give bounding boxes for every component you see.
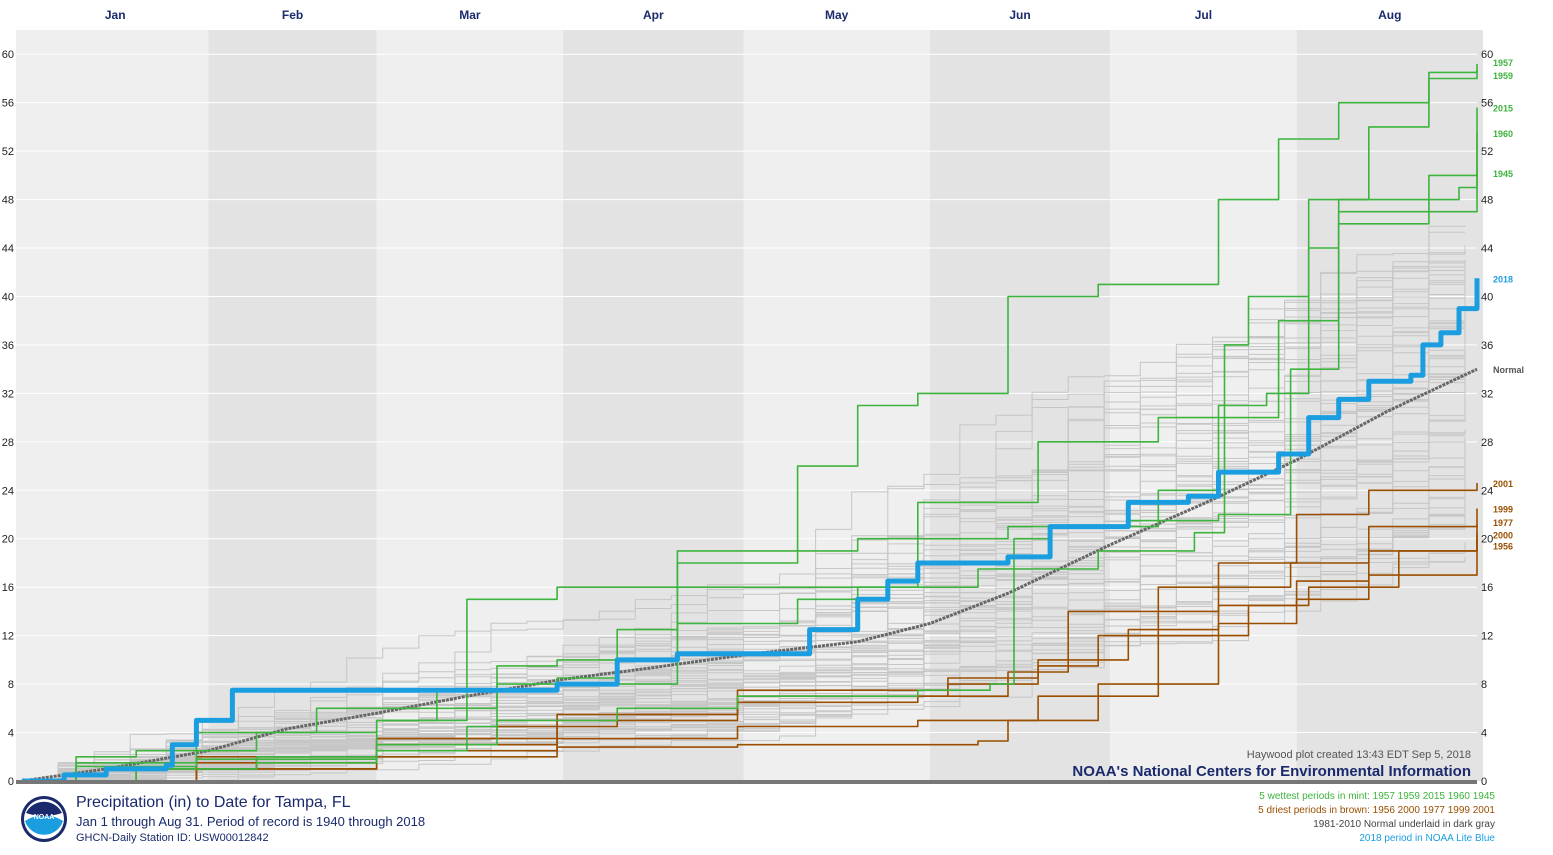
- y-tick-label: 48: [2, 195, 14, 207]
- y-tick-label: 60: [2, 49, 14, 61]
- end-label: 2000: [1493, 531, 1513, 541]
- end-label: 1956: [1493, 542, 1513, 552]
- plot-credit: Haywood plot created 13:43 EDT Sep 5, 20…: [1246, 749, 1471, 761]
- y-tick-label: 24: [1481, 485, 1493, 497]
- series-1945: [22, 172, 1478, 782]
- month-label: Jun: [1009, 8, 1030, 22]
- end-label: 1959: [1493, 71, 1513, 81]
- month-bands: [16, 30, 1484, 781]
- org-credit: NOAA's National Centers for Environmenta…: [1072, 763, 1471, 780]
- y-tick-label: 0: [1481, 776, 1487, 788]
- y-tick-label: 20: [2, 534, 14, 546]
- chart-subtitle: Jan 1 through Aug 31. Period of record i…: [76, 814, 426, 829]
- y-tick-label: 56: [1481, 98, 1493, 110]
- month-band: [208, 30, 377, 781]
- end-label: 2001: [1493, 479, 1513, 489]
- y-tick-label: 40: [2, 291, 14, 303]
- y-tick-label: 4: [1481, 728, 1487, 740]
- y-tick-label: 36: [1481, 340, 1493, 352]
- y-tick-label: 52: [1481, 146, 1493, 158]
- legend-current: 2018 period in NOAA Lite Blue: [1359, 833, 1495, 844]
- y-tick-label: 20: [1481, 534, 1493, 546]
- y-tick-label: 44: [1481, 243, 1493, 255]
- month-label: Jul: [1195, 8, 1212, 22]
- month-band: [16, 30, 209, 781]
- year-line: [22, 231, 1465, 782]
- y-tick-label: 24: [2, 485, 14, 497]
- y-tick-label: 32: [2, 388, 14, 400]
- legend-wettest: 5 wettest periods in mint: 1957 1959 201…: [1259, 791, 1495, 802]
- year-line: [22, 517, 1466, 782]
- y-tick-label: 60: [1481, 49, 1493, 61]
- precipitation-chart: Jan Feb Mar Apr May Jun Jul Aug 048121620242832…: [2, 8, 1524, 788]
- month-band: [376, 30, 564, 781]
- y-tick-label: 12: [2, 631, 14, 643]
- month-label: Aug: [1378, 8, 1401, 22]
- month-label: May: [825, 8, 849, 22]
- y-tick-label: 52: [2, 146, 14, 158]
- month-label: Feb: [282, 8, 303, 22]
- chart-title: Precipitation (in) to Date for Tampa, FL: [76, 794, 351, 811]
- legend-driest: 5 driest periods in brown: 1956 2000 197…: [1258, 805, 1495, 816]
- end-label: 1977: [1493, 518, 1513, 528]
- svg-text:NOAA: NOAA: [34, 814, 55, 821]
- month-label: Jan: [105, 8, 126, 22]
- y-tick-label: 28: [2, 437, 14, 449]
- series-2018: [22, 278, 1480, 784]
- end-label: 1945: [1493, 169, 1513, 179]
- y-tick-label: 16: [1481, 582, 1493, 594]
- y-tick-label: 32: [1481, 388, 1493, 400]
- end-label: 2018: [1493, 274, 1513, 284]
- y-tick-label: 16: [2, 582, 14, 594]
- end-label: 1999: [1493, 504, 1513, 514]
- month-labels: Jan Feb Mar Apr May Jun Jul Aug: [105, 8, 1402, 22]
- legend-normal: 1981-2010 Normal underlaid in dark gray: [1313, 819, 1495, 830]
- station-id: GHCN-Daily Station ID: USW00012842: [76, 832, 269, 844]
- noaa-logo: NOAA: [21, 796, 67, 842]
- end-label: 2015: [1493, 104, 1513, 114]
- year-line: [22, 435, 1465, 782]
- y-tick-label: 8: [8, 679, 14, 691]
- y-tick-label: 0: [8, 776, 14, 788]
- end-label: 1957: [1493, 58, 1513, 68]
- y-tick-label: 28: [1481, 437, 1493, 449]
- y-tick-label: 44: [2, 243, 14, 255]
- y-tick-label: 4: [8, 728, 14, 740]
- y-tick-label: 40: [1481, 291, 1493, 303]
- month-label: Mar: [459, 8, 481, 22]
- end-label: Normal: [1493, 365, 1524, 375]
- y-tick-label: 36: [2, 340, 14, 352]
- y-tick-label: 8: [1481, 679, 1487, 691]
- series-lines: [21, 63, 1480, 784]
- month-band: [929, 30, 1111, 781]
- x-axis-bar: [16, 780, 1477, 784]
- y-tick-label: 12: [1481, 631, 1493, 643]
- year-line: [22, 225, 1466, 782]
- year-line: [22, 262, 1466, 782]
- y-tick-label: 56: [2, 98, 14, 110]
- y-tick-label: 48: [1481, 195, 1493, 207]
- year-line: [22, 269, 1466, 782]
- end-label: 1960: [1493, 129, 1513, 139]
- month-label: Apr: [643, 8, 664, 22]
